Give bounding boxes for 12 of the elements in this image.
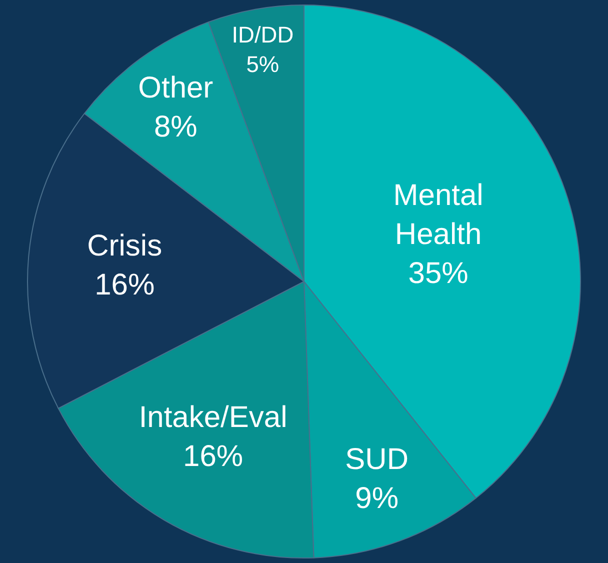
data-label: 5% (246, 50, 280, 77)
data-label: 16% (94, 268, 155, 302)
slice-label: Other (138, 71, 214, 104)
data-label: 9% (355, 482, 399, 516)
data-label: 8% (154, 110, 198, 144)
data-label: 35% (408, 257, 468, 290)
slice-label: Crisis (87, 230, 162, 263)
slice-label: ID/DD (232, 21, 294, 48)
data-label: 16% (183, 440, 244, 473)
slice-label: Mental Health (393, 179, 484, 252)
slice-label: SUD (345, 443, 409, 476)
slice-label: Intake/Eval (138, 400, 288, 434)
